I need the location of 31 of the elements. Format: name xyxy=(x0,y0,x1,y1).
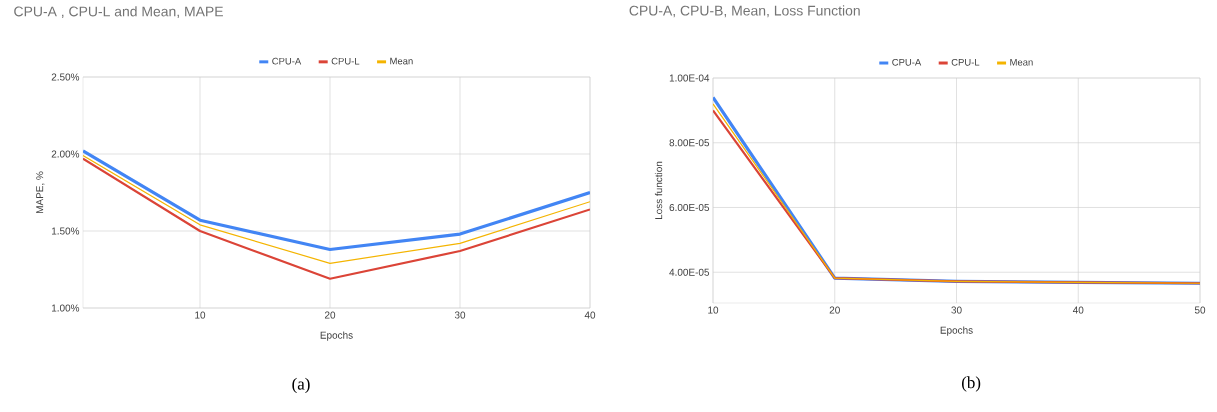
y-tick-label: 2.00% xyxy=(51,150,80,158)
x-tick-label: 40 xyxy=(584,311,596,319)
y-tick-label: 1.00E-04 xyxy=(669,74,710,82)
legend-label: CPU-L xyxy=(951,58,980,66)
x-tick-label: 50 xyxy=(1194,306,1206,314)
legend-label: Mean xyxy=(1010,59,1033,66)
chart-title: CPU-A , CPU-L and Mean, MAPE xyxy=(14,6,223,19)
y-tick-label: 4.00E-05 xyxy=(669,268,710,276)
y-axis-title: MAPE, % xyxy=(36,171,45,213)
text: (b) xyxy=(962,376,981,392)
x-tick-label: 30 xyxy=(454,311,466,319)
text: (a) xyxy=(292,377,310,394)
y-axis-title: Loss function xyxy=(654,161,663,220)
y-tick-label: 1.50% xyxy=(52,227,80,235)
legend-label: CPU-A xyxy=(272,57,302,65)
legend-label: CPU-A xyxy=(892,58,922,66)
x-tick-label: 10 xyxy=(195,311,206,319)
y-tick-label: 1.00% xyxy=(52,304,80,312)
x-tick-label: 20 xyxy=(829,306,840,314)
x-tick-label: 30 xyxy=(951,306,962,314)
chart-title: CPU-A, CPU-B, Mean, Loss Function xyxy=(629,5,860,18)
x-axis-title: Epochs xyxy=(940,326,973,336)
x-axis-title: Epochs xyxy=(320,331,353,341)
y-tick-label: 8.00E-05 xyxy=(669,139,710,147)
x-tick-label: 10 xyxy=(708,306,719,314)
legend-label: Mean xyxy=(390,57,413,65)
x-tick-label: 20 xyxy=(324,311,336,319)
y-tick-label: 2.50% xyxy=(51,73,80,81)
legend-label: CPU-L xyxy=(331,57,360,65)
x-tick-label: 40 xyxy=(1072,306,1084,314)
y-tick-label: 6.00E-05 xyxy=(669,203,710,212)
